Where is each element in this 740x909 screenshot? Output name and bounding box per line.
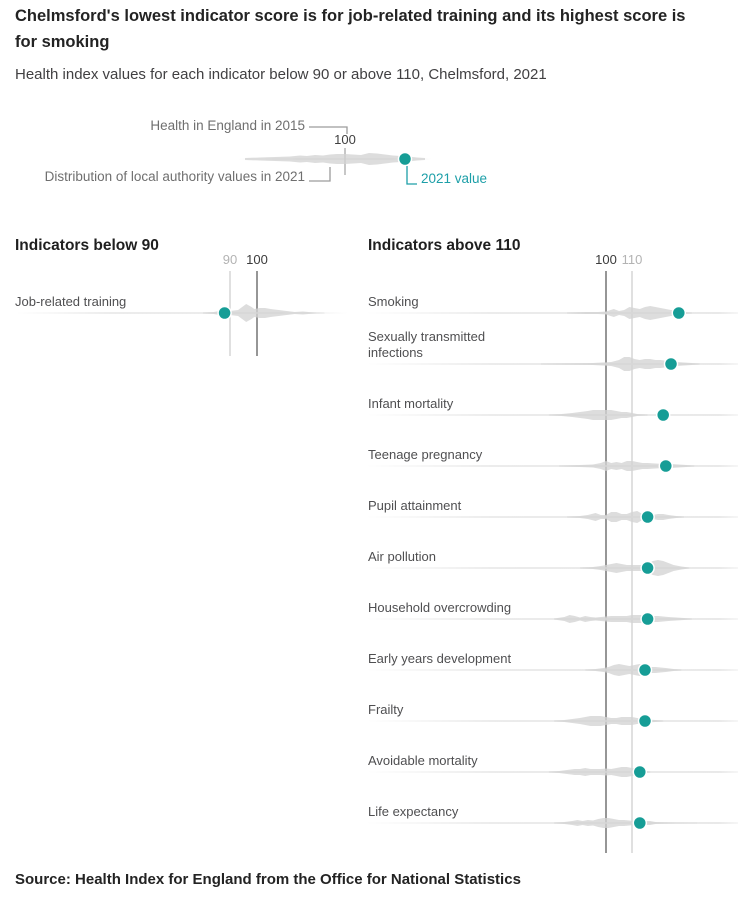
chart-subtitle: Health index values for each indicator b… — [15, 66, 547, 83]
row-label-pupil-attainment: Pupil attainment — [368, 498, 462, 513]
dot-job-related-training — [217, 305, 232, 321]
row-label-life-expectancy: Life expectancy — [368, 804, 459, 819]
row-baseline-teenage-pregnancy — [365, 465, 738, 467]
dot-air-pollution — [640, 560, 655, 576]
row-baseline-pupil-attainment — [365, 516, 738, 518]
tick-label-100: 100 — [246, 252, 268, 267]
row-label-sexually-transmitted-infections: Sexually transmitted infections — [368, 329, 486, 361]
violin-sexually-transmitted-infections — [541, 357, 700, 371]
legend-2021-value-label: 2021 value — [421, 171, 488, 186]
dot-infant-mortality — [655, 407, 671, 423]
dot-pupil-attainment — [640, 509, 655, 525]
violin-air-pollution — [580, 560, 690, 576]
violin-life-expectancy — [554, 818, 697, 828]
legend-connector-2021-value — [406, 166, 417, 185]
row-baseline-life-expectancy — [365, 822, 738, 824]
violin-early-years-development — [585, 664, 682, 676]
violin-pupil-attainment — [567, 511, 684, 523]
tick-label-90: 90 — [222, 252, 238, 267]
dot-avoidable-mortality — [632, 764, 648, 780]
row-label-job-related-training: Job-related training — [15, 294, 127, 309]
row-label-smoking: Smoking — [368, 294, 419, 309]
legend-distribution-label: Distribution of local authority values i… — [44, 169, 305, 184]
violin-household-overcrowding — [554, 615, 692, 623]
legend-reference-tick-label: 100 — [334, 132, 356, 147]
violin-avoidable-mortality — [548, 767, 651, 777]
row-baseline-air-pollution — [365, 567, 738, 569]
violin-job-related-training — [203, 304, 325, 322]
row-label-avoidable-mortality: Avoidable mortality — [368, 753, 478, 768]
row-baseline-early-years-development — [365, 669, 738, 671]
panel-above-110-title: Indicators above 110 — [368, 237, 521, 254]
row-baseline-frailty — [365, 720, 738, 722]
row-label-infant-mortality: Infant mortality — [368, 396, 454, 411]
dot-teenage-pregnancy — [658, 458, 674, 474]
violin-teenage-pregnancy — [559, 461, 695, 471]
tick-label-110: 110 — [621, 252, 643, 267]
row-label-frailty: Frailty — [368, 702, 404, 717]
legend-connector-distribution — [309, 167, 331, 182]
dot-sexually-transmitted-infections — [663, 356, 679, 372]
panel-below-90-title: Indicators below 90 — [15, 237, 159, 254]
row-label-air-pollution: Air pollution — [368, 549, 436, 564]
row-label-early-years-development: Early years development — [368, 651, 512, 666]
row-label-teenage-pregnancy: Teenage pregnancy — [368, 447, 483, 462]
dot-household-overcrowding — [640, 611, 655, 627]
row-label-household-overcrowding: Household overcrowding — [368, 600, 512, 615]
dot-early-years-development — [637, 662, 653, 678]
row-baseline-smoking — [365, 312, 738, 314]
dot-life-expectancy — [632, 815, 648, 831]
violin-smoking — [567, 306, 692, 320]
legend-england-2015-label: Health in England in 2015 — [150, 118, 305, 133]
tick-label-100: 100 — [595, 252, 617, 267]
row-baseline-household-overcrowding — [365, 618, 738, 620]
row-baseline-job-related-training — [15, 312, 348, 314]
chart-title: Chelmsford's lowest indicator score is f… — [15, 7, 686, 51]
legend-distribution-violin — [245, 153, 425, 165]
dot-frailty — [637, 713, 653, 729]
violin-infant-mortality — [548, 410, 648, 420]
legend-connector-england-2015 — [309, 126, 348, 134]
source-note: Source: Health Index for England from th… — [15, 871, 521, 888]
dot-smoking — [671, 305, 687, 321]
violin-frailty — [554, 716, 664, 726]
legend-2021-value-dot — [397, 151, 413, 167]
